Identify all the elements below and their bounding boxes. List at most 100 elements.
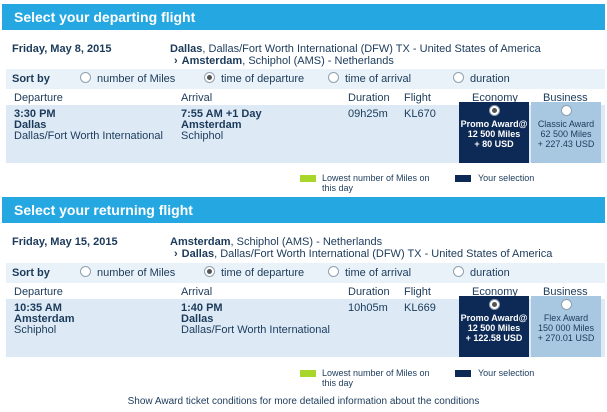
departure-airport: Schiphol — [14, 324, 57, 336]
sort-option-duration[interactable]: duration — [453, 266, 510, 280]
fare-fee: + 122.58 USD — [465, 333, 523, 343]
legend: Lowest number of Miles on this day Your … — [300, 368, 560, 392]
arrival-airport: Schiphol — [181, 130, 224, 142]
destination-line: › Amsterdam, Schiphol (AMS) - Netherlands — [174, 55, 394, 67]
legend: Lowest number of Miles on this day Your … — [300, 173, 560, 197]
radio-icon[interactable] — [80, 266, 91, 277]
legend-lowest: Lowest number of Miles on this day — [322, 173, 430, 193]
fare-miles: 12 500 Miles — [467, 129, 521, 139]
col-flight: Flight — [404, 286, 431, 298]
legend-selection: Your selection — [478, 173, 535, 183]
legend-lowest: Lowest number of Miles on this day — [322, 368, 430, 388]
sort-label: Sort by — [12, 267, 50, 279]
lowest-miles-swatch — [300, 175, 316, 182]
radio-selected-icon[interactable] — [488, 105, 500, 116]
fare-name: Promo Award@ — [460, 313, 528, 323]
origin-city: Amsterdam — [170, 236, 231, 248]
flight-number-cell: KL670 — [404, 108, 436, 120]
award-conditions-link[interactable]: Show Award ticket conditions — [127, 396, 257, 407]
radio-icon[interactable] — [80, 72, 91, 83]
arrival-city: Dallas — [181, 313, 214, 325]
departing-section-header: Select your departing flight — [2, 4, 605, 30]
economy-fare-option[interactable]: Promo Award@ 12 500 Miles + 80 USD — [459, 102, 529, 163]
legend-selection: Your selection — [478, 368, 535, 378]
origin-detail: , Dallas/Fort Worth International (DFW) … — [202, 43, 541, 55]
sort-option-miles[interactable]: number of Miles — [80, 72, 175, 86]
sort-option-duration[interactable]: duration — [453, 72, 510, 86]
departure-time: 10:35 AM — [14, 302, 62, 314]
radio-icon[interactable] — [328, 72, 339, 83]
sort-option-label: time of departure — [221, 267, 305, 279]
col-departure: Departure — [14, 286, 63, 298]
departure-cell: 10:35 AM Amsterdam Schiphol — [14, 303, 75, 336]
sort-option-departure[interactable]: time of departure — [204, 72, 304, 86]
footer-text: for more detailed information about the … — [256, 396, 480, 407]
flight-date: Friday, May 8, 2015 — [12, 43, 112, 55]
column-headers: Departure Arrival Duration Flight Econom… — [6, 90, 605, 104]
radio-icon[interactable] — [560, 299, 572, 310]
destination-detail: , Schiphol (AMS) - Netherlands — [242, 55, 394, 67]
fare-miles: 62 500 Miles — [540, 129, 592, 139]
destination-detail: , Dallas/Fort Worth International (DFW) … — [214, 248, 553, 260]
fare-name: Classic Award — [537, 119, 595, 129]
col-arrival: Arrival — [181, 92, 213, 104]
business-fare-option[interactable]: Flex Award 150 000 Miles + 270.01 USD — [531, 296, 601, 357]
departure-time: 3:30 PM — [14, 108, 56, 120]
fare-fee: + 270.01 USD — [537, 333, 595, 343]
column-headers: Departure Arrival Duration Flight Econom… — [6, 284, 605, 298]
departing-route: Friday, May 8, 2015 Dallas, Dallas/Fort … — [0, 36, 607, 70]
flight-date: Friday, May 15, 2015 — [12, 236, 118, 248]
radio-selected-icon[interactable] — [488, 299, 500, 310]
fare-name: Flex Award — [543, 313, 589, 323]
duration-cell: 09h25m — [348, 108, 388, 120]
chevron-right-icon: › — [174, 248, 178, 260]
origin-line: Amsterdam, Schiphol (AMS) - Netherlands — [170, 236, 382, 248]
arrival-cell: 1:40 PM Dallas Dallas/Fort Worth Interna… — [181, 303, 330, 336]
col-arrival: Arrival — [181, 286, 213, 298]
duration-cell: 10h05m — [348, 302, 388, 314]
selection-swatch — [455, 175, 471, 182]
radio-icon[interactable] — [453, 72, 464, 83]
radio-icon[interactable] — [560, 105, 572, 116]
sort-option-label: duration — [470, 73, 510, 85]
destination-city: Dallas — [181, 248, 215, 260]
arrival-time: 1:40 PM — [181, 302, 223, 314]
economy-fare-option[interactable]: Promo Award@ 12 500 Miles + 122.58 USD — [459, 296, 529, 357]
departure-city: Dallas — [14, 119, 47, 131]
sort-option-arrival[interactable]: time of arrival — [328, 72, 411, 86]
col-duration: Duration — [348, 92, 390, 104]
fare-miles: 150 000 Miles — [537, 323, 595, 333]
sort-option-departure[interactable]: time of departure — [204, 266, 304, 280]
section-title: Select your departing flight — [14, 9, 196, 25]
sort-bar: Sort by number of Miles time of departur… — [6, 263, 605, 283]
sort-option-arrival[interactable]: time of arrival — [328, 266, 411, 280]
sort-option-label: time of arrival — [345, 267, 412, 279]
sort-option-label: number of Miles — [97, 73, 176, 85]
chevron-right-icon: › — [174, 55, 178, 67]
conditions-footer: Show Award ticket conditions for more de… — [0, 396, 607, 407]
col-economy: Economy — [472, 92, 518, 104]
arrival-airport: Dallas/Fort Worth International — [181, 324, 330, 336]
radio-icon[interactable] — [453, 266, 464, 277]
sort-option-label: time of arrival — [345, 73, 412, 85]
sort-option-label: number of Miles — [97, 267, 176, 279]
col-duration: Duration — [348, 286, 390, 298]
fare-name: Promo Award@ — [460, 119, 528, 129]
selection-swatch — [455, 370, 471, 377]
returning-section-header: Select your returning flight — [2, 197, 605, 223]
section-title: Select your returning flight — [14, 202, 193, 218]
returning-route: Friday, May 15, 2015 Amsterdam, Schiphol… — [0, 229, 607, 263]
radio-selected-icon[interactable] — [204, 72, 215, 83]
fare-fee: + 80 USD — [474, 139, 514, 149]
origin-detail: , Schiphol (AMS) - Netherlands — [230, 236, 383, 248]
departure-cell: 3:30 PM Dallas Dallas/Fort Worth Interna… — [14, 109, 163, 142]
fare-fee: + 227.43 USD — [537, 139, 595, 149]
business-fare-option[interactable]: Classic Award 62 500 Miles + 227.43 USD — [531, 102, 601, 163]
radio-selected-icon[interactable] — [204, 266, 215, 277]
sort-option-miles[interactable]: number of Miles — [80, 266, 175, 280]
radio-icon[interactable] — [328, 266, 339, 277]
col-business: Business — [543, 92, 588, 104]
origin-line: Dallas, Dallas/Fort Worth International … — [170, 43, 541, 55]
sort-label: Sort by — [12, 73, 50, 85]
col-flight: Flight — [404, 92, 431, 104]
